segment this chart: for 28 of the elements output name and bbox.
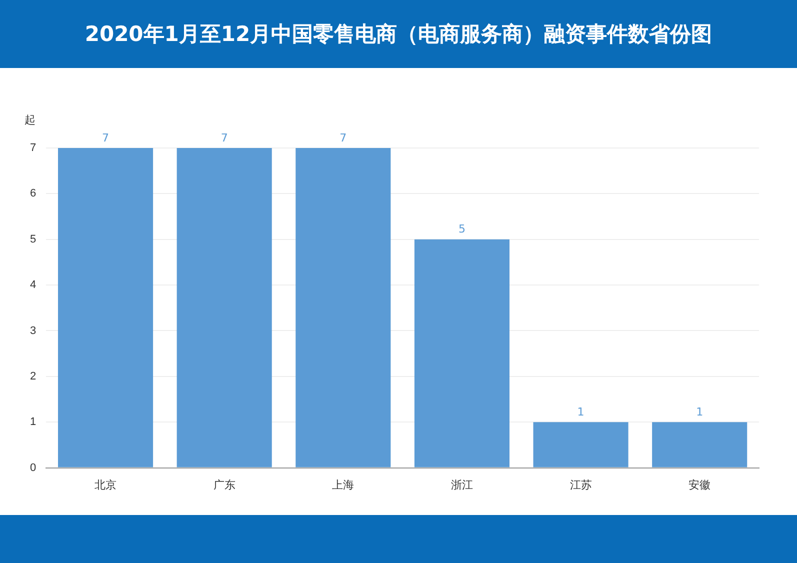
data-label: 1 xyxy=(696,405,704,418)
bar xyxy=(652,422,748,468)
bar xyxy=(176,148,272,468)
y-tick-label: 6 xyxy=(30,188,36,200)
data-label: 7 xyxy=(102,131,110,144)
data-label: 7 xyxy=(340,131,347,144)
y-tick-label: 2 xyxy=(30,370,36,382)
data-label: 1 xyxy=(577,405,584,418)
x-tick-label: 浙江 xyxy=(450,478,473,492)
x-tick-label: 广东 xyxy=(213,478,236,492)
x-tick-label: 上海 xyxy=(332,478,354,492)
y-tick-label: 0 xyxy=(30,462,36,474)
y-tick-label: 1 xyxy=(30,416,36,428)
y-tick-label: 5 xyxy=(30,233,36,246)
y-axis-title: 起 xyxy=(24,113,36,126)
y-tick-label: 3 xyxy=(30,324,36,337)
data-label: 7 xyxy=(220,131,228,144)
y-tick-label: 4 xyxy=(30,279,36,292)
bar xyxy=(296,148,391,468)
bar xyxy=(533,422,628,468)
bar xyxy=(58,148,154,468)
y-tick-label: 7 xyxy=(30,142,36,154)
x-tick-label: 北京 xyxy=(94,478,117,492)
x-tick-label: 江苏 xyxy=(570,478,592,492)
data-label: 5 xyxy=(458,222,466,236)
bar xyxy=(414,239,510,468)
x-tick-label: 安徽 xyxy=(688,478,711,492)
chart-title: 2020年1月至12月中国零售电商（电商服务商）融资事件数省份图 xyxy=(0,0,797,68)
